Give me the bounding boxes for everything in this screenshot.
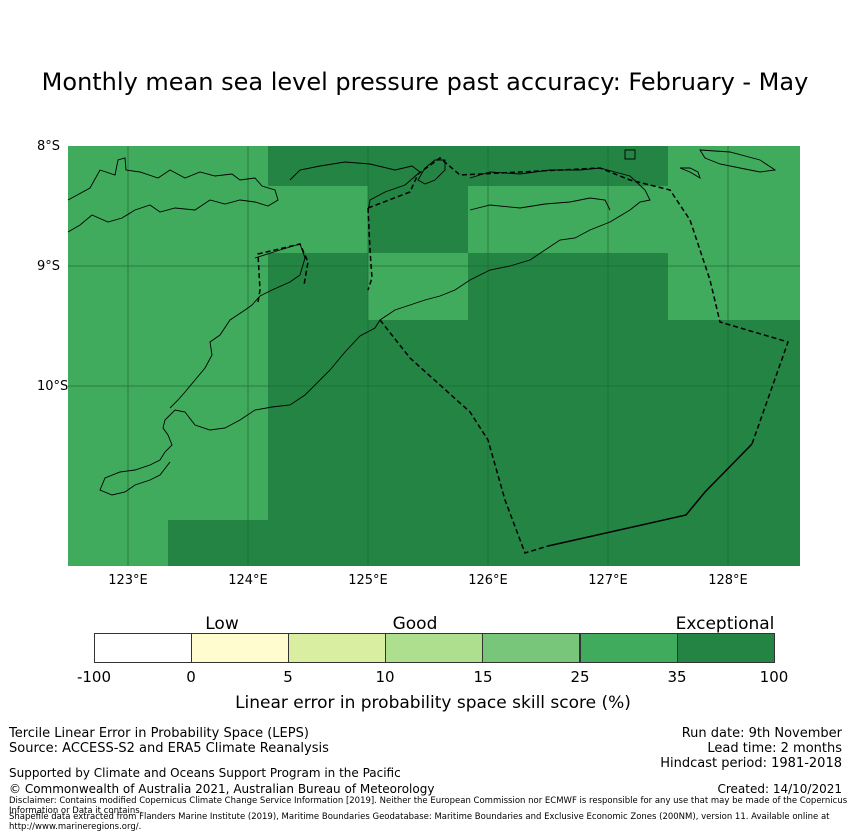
copyright-text: © Commonwealth of Australia 2021, Austra… bbox=[9, 782, 435, 796]
eez-boundary bbox=[257, 157, 789, 554]
colorbar-tick: 100 bbox=[759, 668, 789, 686]
lon-label: 124°E bbox=[228, 573, 268, 588]
created-date: Created: 14/10/2021 bbox=[717, 782, 842, 796]
colorbar-swatch bbox=[676, 633, 775, 663]
colorbar-tick: -100 bbox=[76, 668, 112, 686]
source-text: Source: ACCESS-S2 and ERA5 Climate Reana… bbox=[9, 741, 329, 756]
colorbar-swatch bbox=[579, 633, 678, 663]
lat-label: 9°S bbox=[37, 259, 61, 274]
disclaimer-text: Disclaimer: Contains modified Copernicus… bbox=[9, 796, 848, 816]
colorbar-swatch bbox=[288, 633, 387, 663]
grid-cell bbox=[268, 253, 368, 320]
method-text: Tercile Linear Error in Probability Spac… bbox=[9, 726, 309, 741]
grid-cell bbox=[468, 253, 668, 320]
colorbar-swatch bbox=[482, 633, 581, 663]
run-date: Run date: 9th November bbox=[681, 726, 842, 741]
lon-label: 126°E bbox=[468, 573, 508, 588]
lead-time: Lead time: 2 months bbox=[707, 741, 842, 756]
grid-cell bbox=[368, 186, 468, 253]
colorbar-tick: 5 bbox=[283, 668, 293, 686]
grid-cell bbox=[268, 146, 668, 186]
colorbar-swatch bbox=[94, 633, 193, 663]
lat-label: 8°S bbox=[37, 139, 61, 154]
coastlines bbox=[67, 149, 777, 496]
support-text: Supported by Climate and Oceans Support … bbox=[9, 766, 401, 780]
grid-cell bbox=[268, 320, 800, 520]
lon-label: 125°E bbox=[348, 573, 388, 588]
skill-grid bbox=[68, 146, 800, 566]
colorbar-tick: 10 bbox=[375, 668, 395, 686]
lon-label: 127°E bbox=[588, 573, 628, 588]
lon-label: 128°E bbox=[708, 573, 748, 588]
colorbar-swatch bbox=[385, 633, 484, 663]
colorbar-tick: 25 bbox=[570, 668, 590, 686]
colorbar-tick: 15 bbox=[473, 668, 493, 686]
chart-title: Monthly mean sea level pressure past acc… bbox=[41, 68, 809, 96]
colorbar-tick: 0 bbox=[186, 668, 196, 686]
shapefile-credit: Shapefile data extracted from Flanders M… bbox=[9, 812, 830, 832]
grid-cell bbox=[168, 520, 800, 566]
colorbar-swatch bbox=[191, 633, 290, 663]
skill-map bbox=[67, 146, 800, 566]
colorbar-tick: 35 bbox=[667, 668, 687, 686]
category-exceptional: Exceptional bbox=[675, 614, 775, 634]
colorbar-label: Linear error in probability space skill … bbox=[235, 693, 631, 713]
category-good: Good bbox=[392, 614, 438, 634]
category-low: Low bbox=[205, 614, 239, 634]
lat-label: 10°S bbox=[37, 379, 69, 394]
lon-label: 123°E bbox=[108, 573, 148, 588]
hindcast-period: Hindcast period: 1981-2018 bbox=[660, 756, 842, 771]
